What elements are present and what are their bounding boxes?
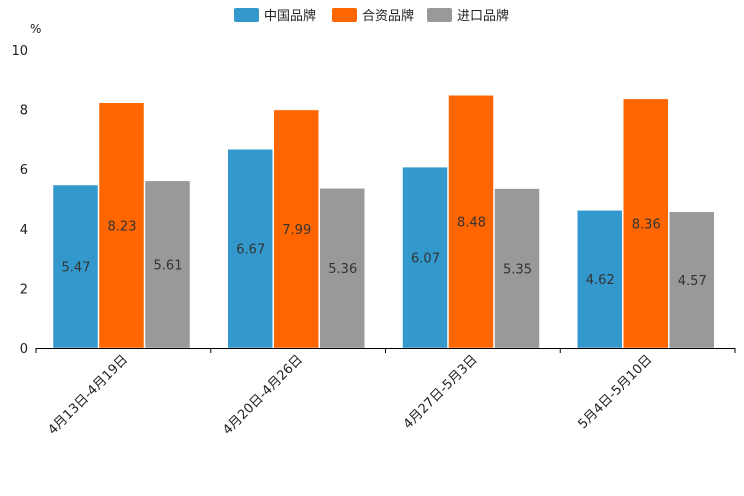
value-label: 5.35 [503, 262, 532, 277]
bar [319, 188, 365, 349]
bar [52, 184, 99, 349]
value-label: 7.99 [282, 223, 311, 238]
value-label: 8.36 [632, 217, 661, 232]
y-axis: 0 2 4 6 8 10 [11, 44, 28, 357]
legend-label: 合资品牌 [362, 8, 414, 24]
x-category-label: 5月4日-5月10日 [576, 352, 656, 432]
legend: 中国品牌 合资品牌 进口品牌 [234, 8, 509, 24]
bar [227, 148, 273, 349]
x-category-label: 4月13日-4月19日 [45, 352, 131, 438]
bars [52, 95, 715, 349]
legend-label: 中国品牌 [264, 8, 316, 24]
value-label: 4.62 [586, 273, 615, 288]
bar [144, 180, 191, 349]
x-axis: 4月13日-4月19日 4月20日-4月26日 4月27日-5月3日 5月4日-5月1… [35, 348, 736, 438]
value-label: 8.48 [457, 216, 486, 231]
value-label: 5.36 [328, 262, 357, 277]
value-label: 6.07 [411, 252, 440, 267]
legend-item: 中国品牌 [234, 8, 316, 24]
value-label: 5.47 [62, 260, 91, 275]
y-tick-label: 4 [20, 223, 28, 238]
y-axis-unit: % [30, 22, 41, 36]
value-label: 6.67 [236, 243, 265, 258]
value-labels: 5.47 8.23 5.61 6.67 7.99 5.36 6.07 8.48 5.35 4.62… [62, 216, 707, 289]
bar [448, 95, 494, 349]
x-category-label: 4月20日-4月26日 [220, 352, 306, 438]
bar [98, 102, 145, 349]
bar [273, 109, 319, 349]
legend-swatch [332, 8, 357, 22]
bar [577, 210, 623, 349]
legend-item: 合资品牌 [332, 8, 414, 24]
bar [623, 98, 669, 349]
y-tick-label: 2 [20, 282, 28, 297]
legend-swatch [234, 8, 259, 22]
value-label: 8.23 [108, 219, 137, 234]
legend-label: 进口品牌 [457, 8, 509, 24]
x-category-label: 4月27日-5月3日 [401, 352, 481, 432]
y-tick-label: 6 [20, 163, 28, 178]
legend-swatch [427, 8, 452, 22]
y-tick-label: 8 [20, 104, 28, 119]
bar [669, 211, 715, 349]
y-tick-label: 0 [20, 342, 28, 357]
bar [402, 166, 448, 349]
value-label: 5.61 [154, 258, 183, 273]
legend-item: 进口品牌 [427, 8, 509, 24]
value-label: 4.57 [678, 274, 707, 289]
y-tick-label: 10 [11, 44, 28, 59]
